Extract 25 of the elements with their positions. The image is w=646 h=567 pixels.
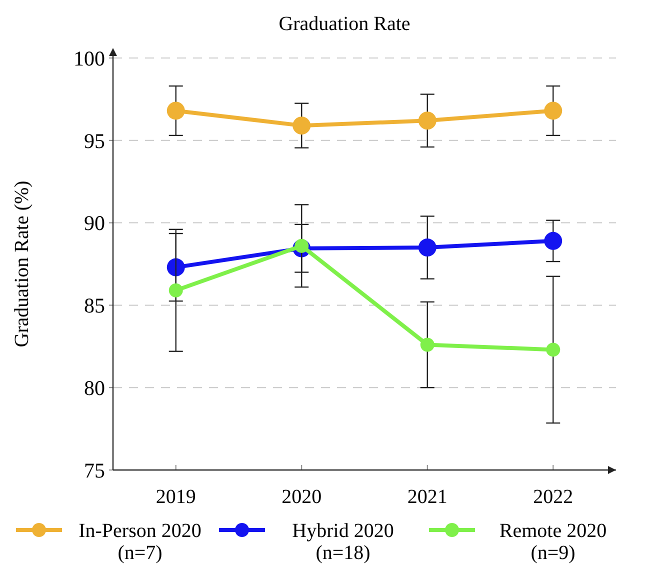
- y-tick-label: 90: [84, 211, 105, 236]
- x-tick-label: 2019: [156, 486, 196, 508]
- legend-label: In-Person 2020 (n=7): [78, 520, 202, 564]
- x-tick-label: 2021: [407, 486, 448, 508]
- point: [166, 258, 185, 276]
- x-tick-label: 2022: [533, 486, 574, 508]
- y-tick-label: 85: [84, 294, 105, 318]
- point: [166, 102, 185, 120]
- y-tick-label: 95: [84, 128, 105, 153]
- chart-title: Graduation Rate: [278, 13, 410, 35]
- point: [420, 338, 434, 352]
- y-axis-title: Graduation Rate (%): [11, 180, 33, 348]
- point: [544, 232, 562, 250]
- legend-label: Hybrid 2020 (n=18): [292, 520, 394, 564]
- point: [418, 238, 436, 257]
- legend-label: Remote 2020 (n=9): [499, 520, 607, 564]
- point: [546, 342, 560, 357]
- y-tick-label: 75: [84, 458, 105, 482]
- x-tick-label: 2020: [282, 486, 322, 508]
- point: [168, 283, 183, 298]
- y-tick-label: 100: [74, 46, 105, 70]
- point: [292, 116, 311, 135]
- point: [418, 112, 436, 130]
- y-tick-label: 80: [84, 376, 105, 400]
- point: [544, 102, 562, 120]
